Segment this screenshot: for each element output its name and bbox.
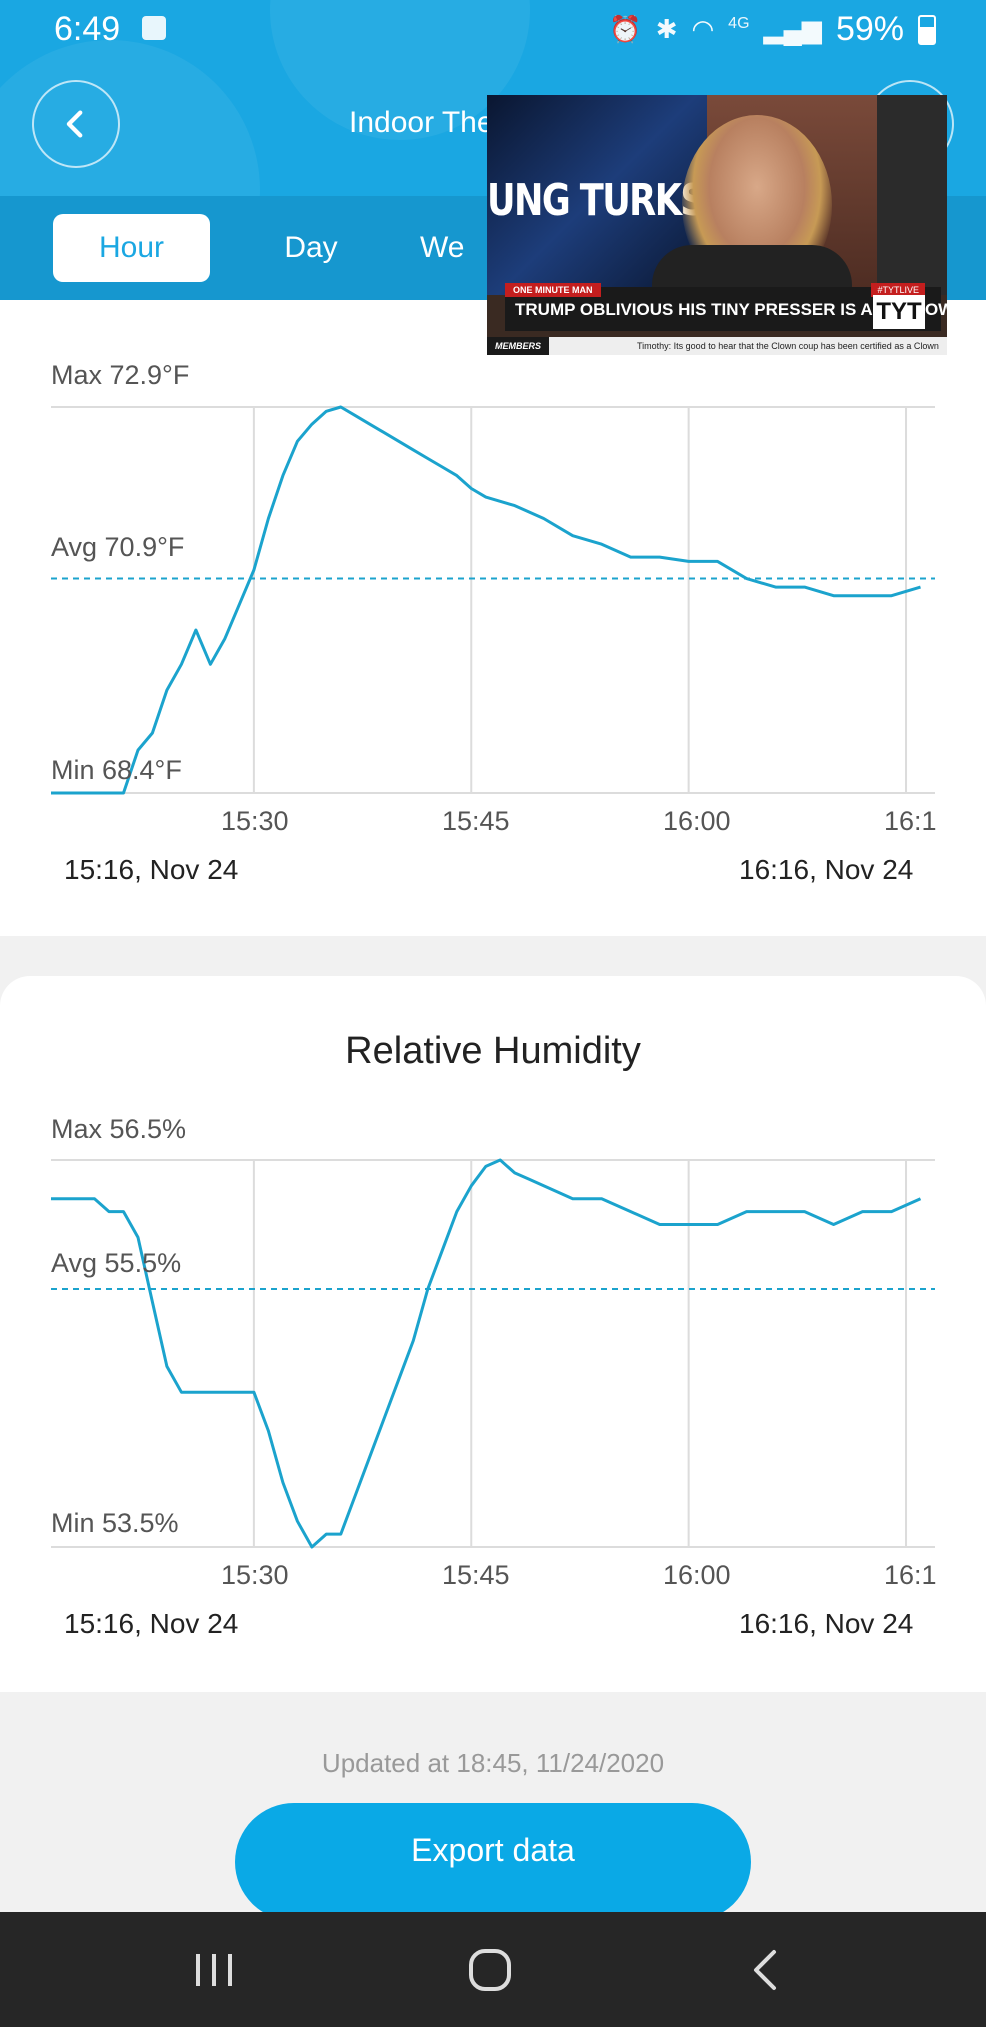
- temperature-range-start: 15:16, Nov 24: [64, 854, 239, 885]
- pip-headline: TRUMP OBLIVIOUS HIS TINY PRESSER IS A SE…: [515, 300, 947, 319]
- bluetooth-icon: ✱: [655, 14, 678, 44]
- wifi-icon: ◠: [691, 14, 715, 44]
- alarm-icon: ⏰: [609, 14, 642, 44]
- pip-video-background: [877, 95, 947, 295]
- pip-ticker-label: MEMBERS: [487, 337, 550, 355]
- temperature-chart-card: Max 72.9°F Avg 70.9°F Min 68.4°F 15:30 1…: [0, 300, 986, 936]
- pip-hashtag: #TYTLIVE: [871, 283, 925, 297]
- humidity-max-label: Max 56.5%: [51, 1114, 187, 1144]
- humidity-chart-title: Relative Humidity: [345, 1030, 641, 1072]
- temperature-x-tick: 16:1: [884, 806, 937, 836]
- notification-icon: [142, 16, 166, 40]
- recent-apps-icon: [196, 1954, 232, 1986]
- pip-ticker-message: Timothy: Its good to hear that the Clown…: [637, 341, 939, 351]
- pip-channel-logo: TYT: [873, 295, 925, 329]
- back-icon: [754, 1950, 776, 1990]
- network-type: 4G: [728, 14, 750, 32]
- status-icons: ⏰ ✱ ◠ 4G ▂▄▆ 59%: [609, 10, 936, 49]
- signal-icon: ▂▄▆: [763, 14, 822, 44]
- recent-apps-button[interactable]: [184, 1942, 244, 1998]
- status-bar: 6:49 ⏰ ✱ ◠ 4G ▂▄▆ 59%: [0, 0, 986, 60]
- tab-day[interactable]: Day: [284, 231, 338, 264]
- temperature-x-tick: 16:00: [663, 806, 731, 836]
- humidity-x-tick: 16:1: [884, 1560, 937, 1590]
- humidity-min-label: Min 53.5%: [51, 1508, 179, 1538]
- pip-ticker: MEMBERS Timothy: Its good to hear that t…: [487, 337, 947, 355]
- export-data-button[interactable]: Export data: [235, 1803, 751, 1921]
- battery-percent: 59%: [835, 10, 904, 48]
- temperature-series-line: [51, 405, 921, 795]
- humidity-series-line: [51, 1158, 922, 1549]
- temperature-min-label: Min 68.4°F: [51, 755, 182, 785]
- pip-video-player[interactable]: UNG TURKS ONE MINUTE MAN #TYTLIVE TRUMP …: [487, 95, 947, 355]
- humidity-avg-label: Avg 55.5%: [51, 1248, 182, 1278]
- temperature-chart: [51, 405, 935, 795]
- temperature-x-tick: 15:30: [221, 806, 289, 836]
- pip-show-brand: UNG TURKS: [487, 175, 706, 226]
- temperature-max-label: Max 72.9°F: [51, 360, 190, 390]
- tab-week[interactable]: We: [420, 231, 465, 264]
- pip-segment-tag: ONE MINUTE MAN: [505, 283, 601, 297]
- nav-back-button[interactable]: [736, 1942, 796, 1998]
- humidity-x-tick: 15:30: [221, 1560, 289, 1590]
- status-time: 6:49: [54, 10, 121, 48]
- temperature-x-tick: 15:45: [442, 806, 510, 836]
- tab-hour[interactable]: Hour: [53, 214, 210, 282]
- humidity-chart: [51, 1158, 935, 1549]
- battery-icon: [918, 14, 936, 45]
- back-button[interactable]: [32, 80, 120, 168]
- temperature-range-end: 16:16, Nov 24: [739, 854, 914, 885]
- humidity-range-start: 15:16, Nov 24: [64, 1608, 239, 1639]
- temperature-avg-label: Avg 70.9°F: [51, 532, 185, 562]
- home-button[interactable]: [460, 1942, 520, 1998]
- system-navigation-bar: [0, 1912, 986, 2027]
- last-updated-text: Updated at 18:45, 11/24/2020: [321, 1748, 665, 1778]
- home-icon: [469, 1949, 511, 1991]
- humidity-chart-card: Relative Humidity Max 56.5% Avg 55.5% Mi…: [0, 976, 986, 1692]
- page-title: Indoor The: [349, 106, 494, 139]
- humidity-x-tick: 15:45: [442, 1560, 510, 1590]
- humidity-range-end: 16:16, Nov 24: [739, 1608, 914, 1639]
- humidity-x-tick: 16:00: [663, 1560, 731, 1590]
- chevron-left-icon: [66, 110, 83, 138]
